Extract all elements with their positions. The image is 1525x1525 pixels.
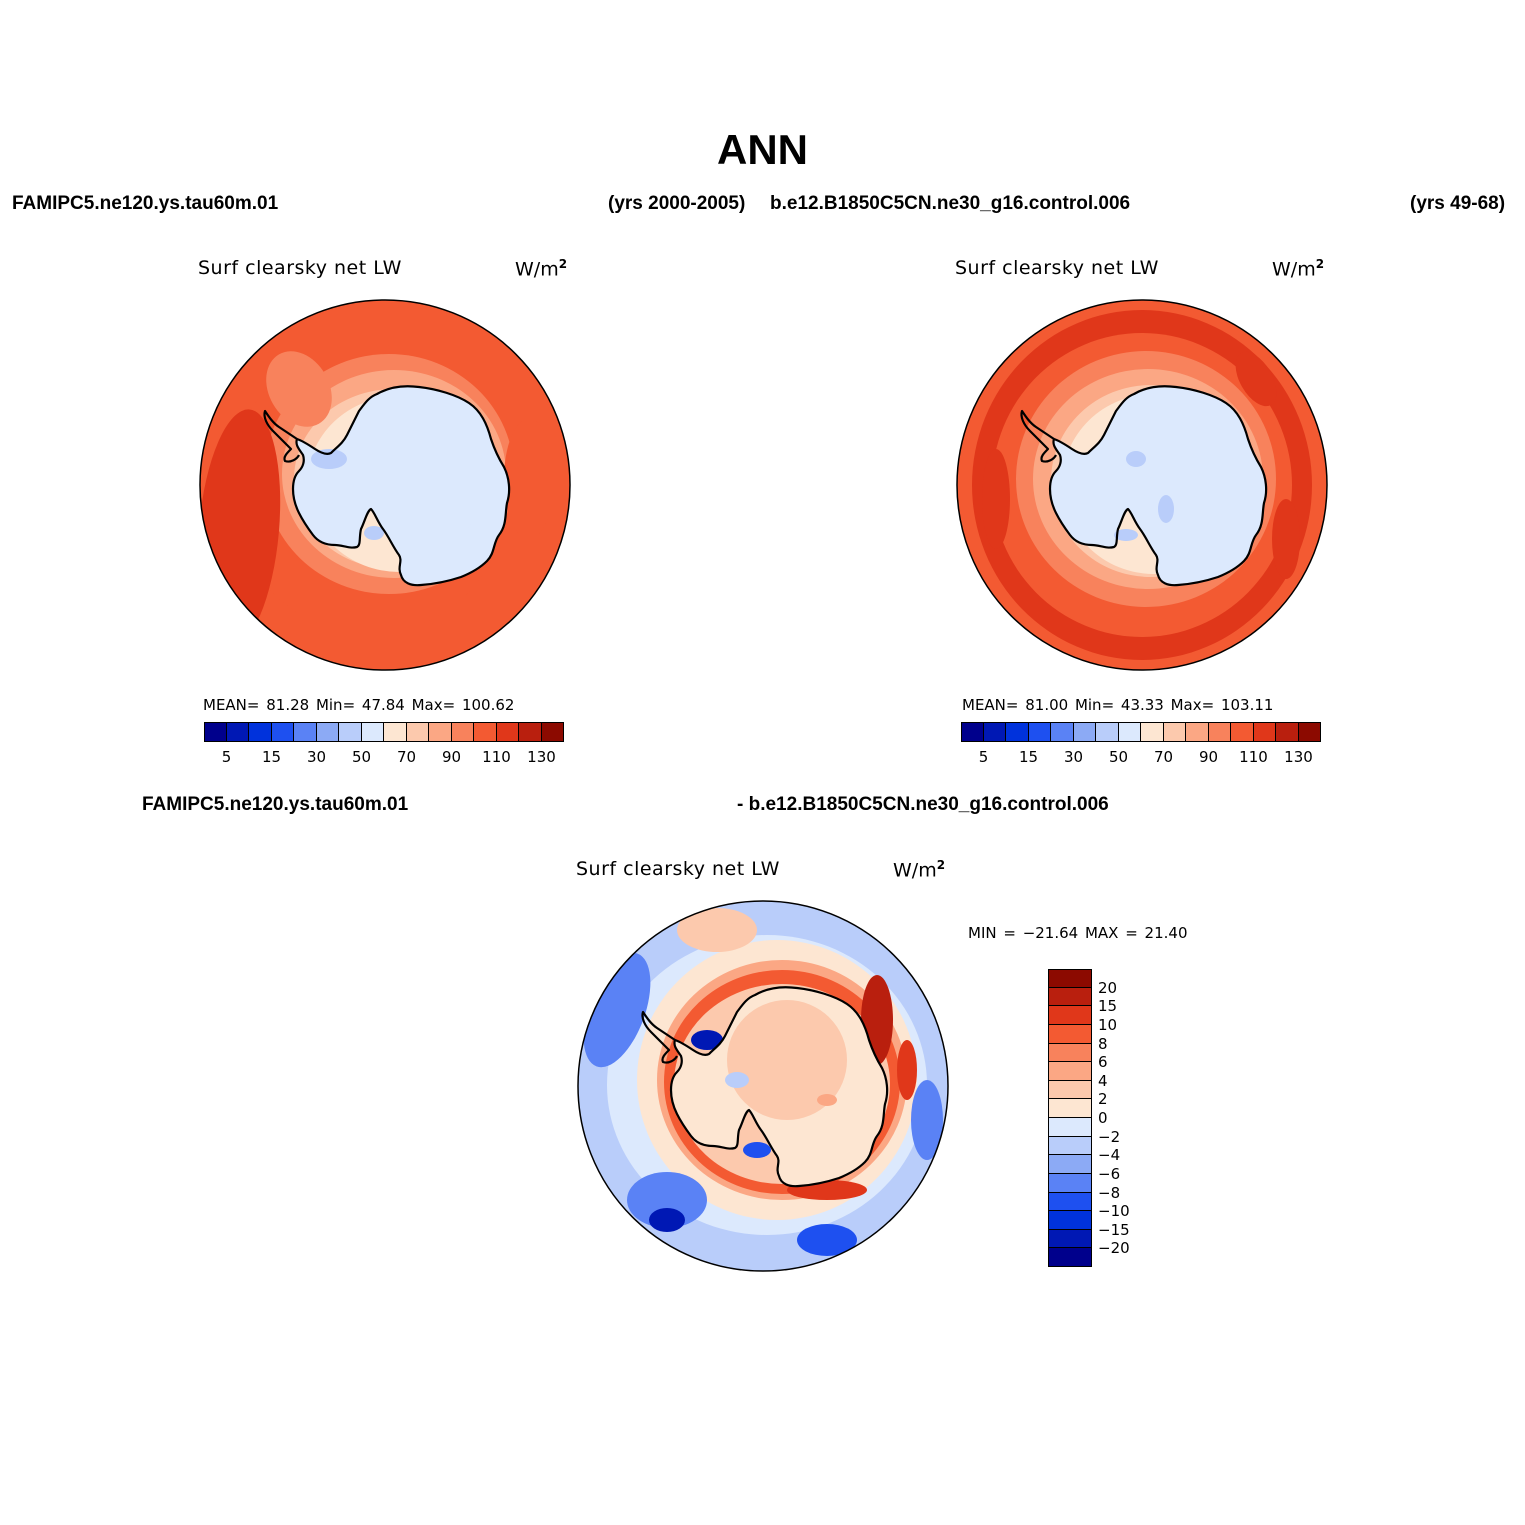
colorbar-tick-label: 50 bbox=[351, 748, 372, 766]
colorbar-swatch bbox=[226, 722, 249, 742]
panel2-units: W/m2 bbox=[1272, 257, 1325, 281]
colorbar-swatch bbox=[983, 722, 1006, 742]
colorbar-tick-label: 10 bbox=[1098, 1015, 1118, 1034]
panel1-units: W/m2 bbox=[515, 257, 568, 281]
panel3-stats: MIN = −21.64 MAX = 21.40 bbox=[968, 924, 1188, 942]
panel2-stats: MEAN= 81.00 Min= 43.33 Max= 103.11 bbox=[962, 696, 1274, 714]
colorbar-tick-label: 2 bbox=[1098, 1090, 1108, 1109]
colorbar-swatch bbox=[339, 722, 362, 742]
panel2-map bbox=[956, 299, 1328, 671]
colorbar-swatch bbox=[204, 722, 227, 742]
colorbar-swatch bbox=[249, 722, 272, 742]
colorbar-tick-label: 15 bbox=[1018, 748, 1039, 766]
panel3-units: W/m2 bbox=[893, 858, 946, 882]
case2-name: b.e12.B1850C5CN.ne30_g16.control.006 bbox=[770, 193, 1131, 214]
colorbar-swatch bbox=[1163, 722, 1186, 742]
main-title: ANN bbox=[717, 126, 808, 173]
colorbar-tick-label: −8 bbox=[1098, 1183, 1121, 1202]
colorbar-tick-label: −2 bbox=[1098, 1127, 1121, 1146]
colorbar-swatch bbox=[1253, 722, 1276, 742]
panel3-map bbox=[577, 900, 949, 1272]
colorbar-swatch bbox=[316, 722, 339, 742]
colorbar-swatch bbox=[1073, 722, 1096, 742]
colorbar-tick-label: 130 bbox=[1284, 748, 1313, 766]
colorbar-tick-label: 0 bbox=[1098, 1109, 1108, 1127]
colorbar-swatch bbox=[1028, 722, 1051, 742]
colorbar-tick-label: 8 bbox=[1098, 1034, 1108, 1053]
panel2-title: Surf clearsky net LW bbox=[955, 257, 1159, 279]
colorbar-tick-label: 15 bbox=[261, 748, 282, 766]
colorbar-swatch bbox=[1186, 722, 1209, 742]
colorbar-swatch bbox=[361, 722, 384, 742]
colorbar-swatch bbox=[1208, 722, 1231, 742]
colorbar-tick-label: −20 bbox=[1098, 1239, 1130, 1258]
colorbar-tick-label: 4 bbox=[1098, 1071, 1108, 1090]
diff-case1-name: FAMIPC5.ne120.ys.tau60m.01 bbox=[142, 794, 409, 815]
colorbar-swatch bbox=[1006, 722, 1029, 742]
colorbar-tick-label: 5 bbox=[221, 748, 232, 766]
panel3-colorbar bbox=[1048, 969, 1092, 1267]
colorbar-swatch bbox=[519, 722, 542, 742]
colorbar-tick-label: −6 bbox=[1098, 1164, 1121, 1183]
colorbar-tick-label: 110 bbox=[1239, 748, 1268, 766]
colorbar-tick-label: 30 bbox=[1063, 748, 1084, 766]
panel1-title: Surf clearsky net LW bbox=[198, 257, 402, 279]
colorbar-swatch bbox=[451, 722, 474, 742]
colorbar-tick-label: 50 bbox=[1108, 748, 1129, 766]
colorbar-swatch bbox=[429, 722, 452, 742]
colorbar-swatch bbox=[1141, 722, 1164, 742]
colorbar-swatch bbox=[406, 722, 429, 742]
colorbar-swatch bbox=[271, 722, 294, 742]
colorbar-tick-label: 90 bbox=[1198, 748, 1219, 766]
colorbar-swatch bbox=[1096, 722, 1119, 742]
colorbar-swatch bbox=[1231, 722, 1254, 742]
colorbar-swatch bbox=[961, 722, 984, 742]
panel2-colorbar bbox=[961, 722, 1321, 742]
colorbar-swatch bbox=[1051, 722, 1074, 742]
colorbar-tick-label: 70 bbox=[1153, 748, 1174, 766]
colorbar-tick-label: 30 bbox=[306, 748, 327, 766]
colorbar-swatch bbox=[496, 722, 519, 742]
colorbar-tick-label: −15 bbox=[1098, 1220, 1130, 1239]
colorbar-tick-label: −10 bbox=[1098, 1202, 1130, 1221]
colorbar-tick-label: 110 bbox=[482, 748, 511, 766]
colorbar-swatch bbox=[1118, 722, 1141, 742]
diff-case2-name: - b.e12.B1850C5CN.ne30_g16.control.006 bbox=[737, 794, 1109, 815]
colorbar-swatch bbox=[294, 722, 317, 742]
case2-years: (yrs 49-68) bbox=[1410, 193, 1506, 214]
colorbar-tick-label: 90 bbox=[441, 748, 462, 766]
panel1-map bbox=[199, 299, 571, 671]
case1-years: (yrs 2000-2005) bbox=[608, 193, 746, 214]
colorbar-tick-label: 20 bbox=[1098, 978, 1118, 997]
colorbar-swatch bbox=[384, 722, 407, 742]
colorbar-tick-label: 15 bbox=[1098, 997, 1118, 1016]
panel3-title: Surf clearsky net LW bbox=[576, 858, 780, 880]
panel1-colorbar bbox=[204, 722, 564, 742]
case1-name: FAMIPC5.ne120.ys.tau60m.01 bbox=[12, 193, 279, 214]
colorbar-tick-label: 130 bbox=[527, 748, 556, 766]
colorbar-tick-label: 70 bbox=[396, 748, 417, 766]
colorbar-tick-label: 6 bbox=[1098, 1053, 1108, 1072]
colorbar-swatch bbox=[1276, 722, 1299, 742]
colorbar-tick-label: −4 bbox=[1098, 1146, 1121, 1165]
panel1-stats: MEAN= 81.28 Min= 47.84 Max= 100.62 bbox=[203, 696, 515, 714]
colorbar-swatch bbox=[474, 722, 497, 742]
colorbar-tick-label: 5 bbox=[978, 748, 989, 766]
